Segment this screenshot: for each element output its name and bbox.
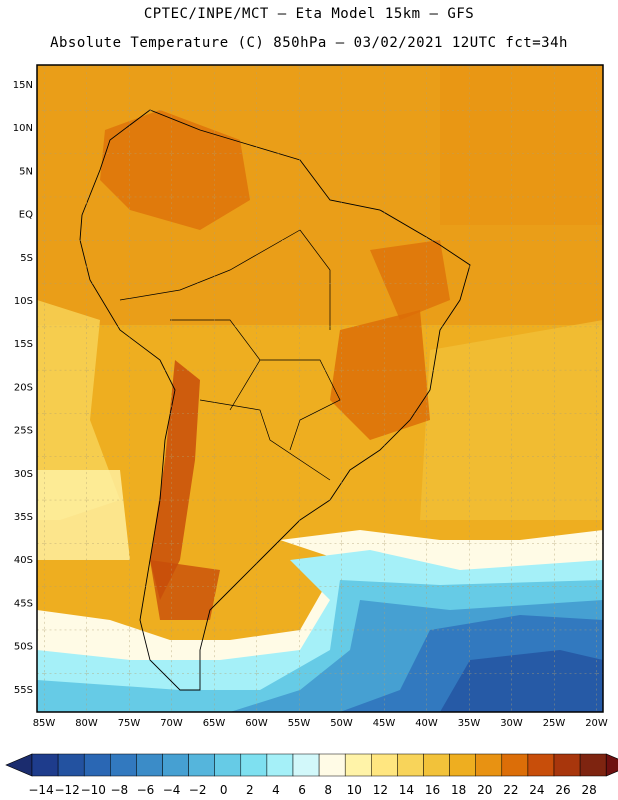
colorbar-swatch — [527, 753, 555, 777]
colorbar-swatch — [553, 753, 581, 777]
colorbar-swatch — [188, 753, 215, 777]
colorbar-swatch — [397, 753, 424, 777]
lon-label: 75W — [118, 718, 141, 729]
lon-label: 65W — [203, 718, 226, 729]
lat-label: 5S — [20, 253, 33, 264]
colorbar-label: 20 — [477, 783, 492, 797]
lon-label: 25W — [543, 718, 566, 729]
lat-label: 55S — [14, 685, 33, 696]
colorbar-low-arrow — [5, 753, 33, 777]
colorbar-label: 22 — [503, 783, 518, 797]
colorbar-swatch — [579, 753, 607, 777]
lon-label: 85W — [33, 718, 56, 729]
colorbar-swatch — [344, 753, 372, 777]
colorbar-label: 12 — [373, 783, 388, 797]
lon-label: 50W — [330, 718, 353, 729]
lat-label: 50S — [14, 642, 33, 653]
colorbar-swatch — [318, 753, 346, 777]
lon-label: 30W — [500, 718, 523, 729]
map-field — [37, 65, 603, 712]
colorbar-label: 28 — [582, 783, 597, 797]
lat-lon-grid — [37, 65, 603, 712]
lon-label: 35W — [458, 718, 481, 729]
lat-label: 25S — [14, 426, 33, 437]
lon-label: 55W — [288, 718, 311, 729]
colorbar-swatch — [240, 753, 268, 777]
colorbar: −14 −12 −10 −8 −6 −4 −2 0 2 4 6 8 10 12 14 16 18 20 22 24 26… — [5, 753, 618, 797]
map-title-line2: Absolute Temperature (C) 850hPa – 03/02/… — [50, 35, 568, 51]
lon-label: 20W — [585, 718, 608, 729]
colorbar-label: −14 — [28, 783, 53, 797]
colorbar-swatch — [136, 753, 163, 777]
colorbar-label: 8 — [324, 783, 332, 797]
colorbar-swatch — [449, 753, 476, 777]
colorbar-swatch — [501, 753, 529, 777]
colorbar-label: 16 — [425, 783, 440, 797]
temperature-map: 15N 10N 5N EQ 5S 10S 15S 20S 25S 30S 35S 40S 45S 50S 5… — [13, 64, 608, 729]
colorbar-label: 18 — [451, 783, 466, 797]
colorbar-swatch — [292, 753, 320, 777]
lon-label: 60W — [245, 718, 268, 729]
lon-label: 40W — [415, 718, 438, 729]
colorbar-swatch — [423, 753, 450, 777]
colorbar-high-arrow — [605, 753, 618, 777]
lat-label: 20S — [14, 382, 33, 393]
colorbar-label: 10 — [347, 783, 362, 797]
colorbar-swatch — [266, 753, 294, 777]
lat-label: 40S — [14, 555, 33, 566]
lon-label: 45W — [373, 718, 396, 729]
colorbar-label: 4 — [272, 783, 280, 797]
lat-label: 30S — [14, 469, 33, 480]
colorbar-label: 6 — [298, 783, 306, 797]
map-frame — [36, 64, 604, 713]
colorbar-label: 2 — [246, 783, 254, 797]
lon-label: 70W — [160, 718, 183, 729]
lon-label: 80W — [75, 718, 98, 729]
lat-label: 15N — [13, 80, 33, 91]
colorbar-label: −2 — [189, 783, 207, 797]
colorbar-swatch — [371, 753, 398, 777]
colorbar-label: 14 — [399, 783, 414, 797]
lat-label: 10S — [14, 296, 33, 307]
latitude-labels: 15N 10N 5N EQ 5S 10S 15S 20S 25S 30S 35S 40S 45S 50S 5… — [13, 80, 33, 696]
colorbar-swatch — [31, 753, 59, 777]
lat-label: EQ — [19, 210, 33, 221]
colorbar-label: −4 — [163, 783, 181, 797]
colorbar-label: 26 — [555, 783, 570, 797]
lat-label: 10N — [13, 123, 33, 134]
colorbar-swatches — [5, 753, 618, 777]
map-title-line1: CPTEC/INPE/MCT – Eta Model 15km – GFS — [143, 6, 475, 22]
colorbar-labels: −14 −12 −10 −8 −6 −4 −2 0 2 4 6 8 10 12 14 16 18 20 22 24 26… — [28, 783, 596, 797]
colorbar-swatch — [57, 753, 85, 777]
colorbar-label: −12 — [54, 783, 79, 797]
lat-label: 35S — [14, 512, 33, 523]
lat-label: 15S — [14, 339, 33, 350]
colorbar-label: 24 — [529, 783, 544, 797]
colorbar-label: −8 — [110, 783, 128, 797]
colorbar-label: −6 — [137, 783, 155, 797]
colorbar-swatch — [214, 753, 242, 777]
colorbar-swatch — [110, 753, 137, 777]
lat-label: 45S — [14, 598, 33, 609]
colorbar-swatch — [83, 753, 111, 777]
colorbar-swatch — [475, 753, 503, 777]
colorbar-label: −10 — [81, 783, 106, 797]
colorbar-swatch — [162, 753, 189, 777]
colorbar-label: 0 — [220, 783, 228, 797]
longitude-labels: 85W 80W 75W 70W 65W 60W 55W 50W 45W 40W 35W 30W 25W 2… — [33, 718, 608, 729]
lat-label: 5N — [19, 166, 33, 177]
